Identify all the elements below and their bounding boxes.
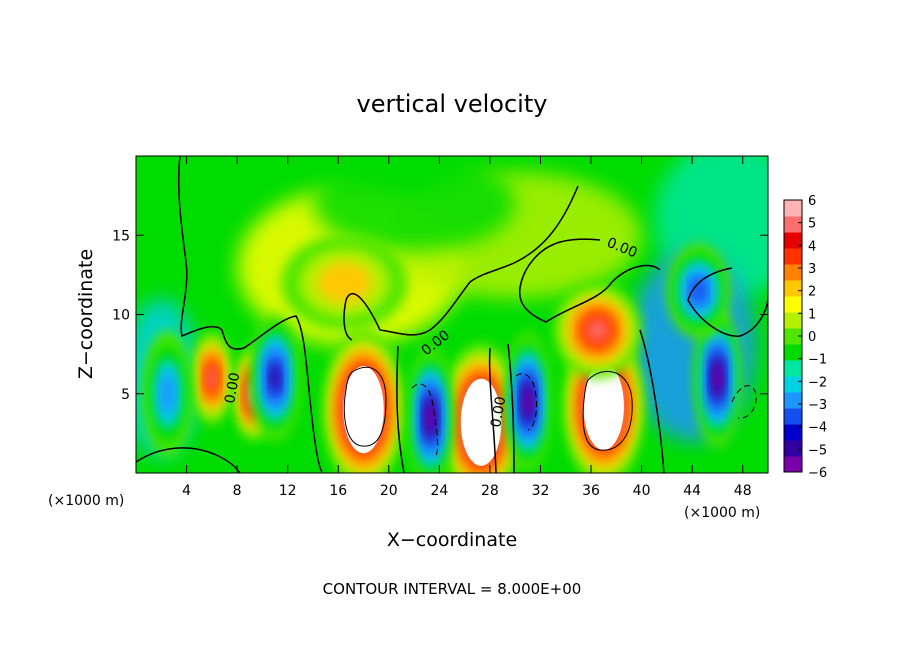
field-feature-core [343, 366, 384, 454]
x-tick-label: 16 [329, 483, 347, 499]
colorbar-tick-label: −6 [808, 466, 827, 481]
colorbar: 6 5 4 3 2 1 0 −1 −2 −3 −4 −5 −6 [783, 194, 827, 481]
colorbar-swatch [784, 200, 802, 217]
field-feature-level [523, 387, 533, 416]
x-tick-label: 32 [532, 483, 550, 499]
colorbar-tick-label: 6 [808, 194, 816, 209]
colorbar-swatch [784, 440, 802, 457]
colorbar-tick-label: −4 [808, 421, 827, 436]
x-unit-left: (×1000 m) [48, 493, 124, 509]
core-contour-3 [582, 370, 633, 451]
x-tick-label: 20 [380, 483, 398, 499]
core-contour-1 [343, 366, 387, 447]
colorbar-swatch [784, 376, 802, 393]
field-feature-level [159, 372, 177, 415]
zero-contour-x41 [639, 329, 665, 473]
zero-contour-bottom-left [136, 447, 241, 473]
field-feature-level [689, 277, 708, 304]
zero-contour-upper-right [687, 267, 768, 337]
colorbar-tick-label: −2 [808, 375, 827, 390]
contour-label: 0.00 [222, 371, 243, 404]
colorbar-swatch [784, 360, 802, 377]
zero-contour-x31 [507, 343, 515, 473]
colorbar-tick-label: 5 [808, 217, 816, 232]
colorbar-swatch [784, 456, 802, 473]
field-feature-level [269, 363, 281, 393]
contour-lines [136, 156, 768, 473]
neg-contour-2 [515, 373, 537, 431]
colorbar-swatch [784, 280, 802, 297]
colorbar-swatch [784, 344, 802, 361]
chart-title: vertical velocity [357, 90, 548, 118]
neg-contour-1 [411, 383, 439, 457]
zero-contour-x21 [396, 345, 405, 473]
y-tick-label: 10 [112, 308, 130, 324]
colorbar-tick-label: 3 [808, 262, 816, 277]
zero-contour-x29 [488, 347, 497, 473]
field-feature-level [425, 403, 436, 432]
colorbar-swatch [784, 392, 802, 409]
colorbar-swatch [784, 248, 802, 265]
x-axis-label: X−coordinate [387, 529, 517, 551]
neg-contour-3 [731, 385, 757, 419]
x-tick-label: 44 [683, 483, 701, 499]
plot-area: 0.00 0.00 0.00 0.00 [136, 156, 768, 473]
zero-contour-right [518, 238, 661, 323]
colorbar-swatch [784, 216, 802, 233]
zero-contour-left [177, 156, 323, 473]
field-feature-level [587, 319, 608, 342]
colorbar-swatch [784, 424, 802, 441]
x-tick-label: 8 [233, 483, 242, 499]
x-tick-label: 48 [734, 483, 752, 499]
contour-interval-note: CONTOUR INTERVAL = 8.000E+00 [323, 580, 582, 598]
colorbar-swatch [784, 408, 802, 425]
colorbar-tick-label: −5 [808, 443, 827, 458]
y-axis: 5 10 15 [112, 228, 768, 403]
field-feature-core [583, 362, 624, 451]
colorbar-tick-label: −3 [808, 398, 827, 413]
colorbar-swatch [784, 232, 802, 249]
x-tick-label: 28 [481, 483, 499, 499]
colorbar-tick-label: −1 [808, 353, 827, 368]
x-tick-label: 24 [430, 483, 448, 499]
x-tick-label: 36 [582, 483, 600, 499]
velocity-field [136, 156, 768, 473]
x-tick-label: 12 [279, 483, 297, 499]
colorbar-tick-label: 1 [808, 307, 816, 322]
contour-label: 0.00 [488, 395, 509, 428]
colorbar-tick-label: 4 [808, 239, 816, 254]
field-region [312, 156, 516, 252]
y-axis-label: Z−coordinate [75, 249, 97, 379]
zero-contour-mid [343, 185, 579, 341]
y-tick-label: 5 [121, 387, 130, 403]
field-feature-level [317, 262, 372, 304]
colorbar-swatch [784, 296, 802, 313]
field-feature-level [712, 363, 722, 392]
colorbar-swatch [784, 312, 802, 329]
x-unit-right: (×1000 m) [684, 505, 760, 521]
x-axis: 4 8 12 16 20 24 28 32 36 40 44 48 [182, 156, 752, 499]
x-tick-label: 40 [633, 483, 651, 499]
field-feature-level [207, 366, 217, 389]
colorbar-swatch [784, 264, 802, 281]
x-tick-label: 4 [182, 483, 191, 499]
colorbar-swatch [784, 328, 802, 345]
colorbar-tick-label: 0 [808, 330, 816, 345]
colorbar-tick-label: 2 [808, 285, 816, 300]
y-tick-label: 15 [112, 228, 130, 244]
